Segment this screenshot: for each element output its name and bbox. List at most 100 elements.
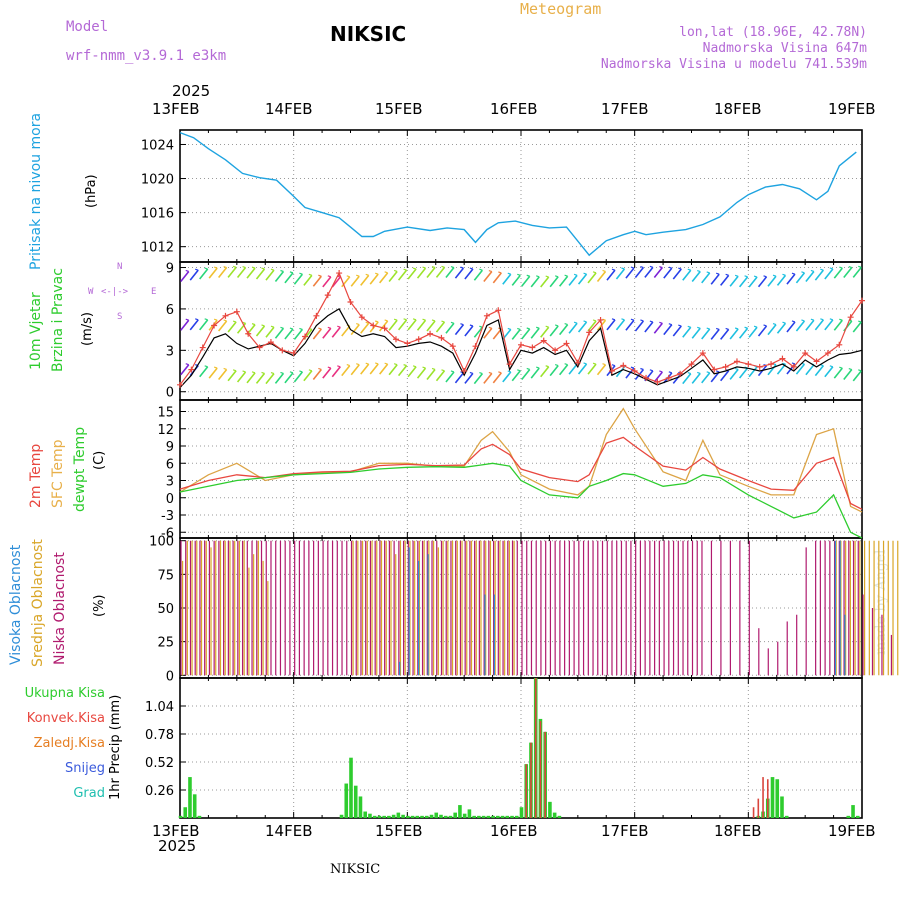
wind-barb: [511, 274, 521, 286]
wind-barb-head: [384, 362, 388, 365]
y-tick-label: 3: [166, 344, 174, 359]
precip-bar: [539, 721, 542, 818]
wind-barb-head: [280, 371, 284, 374]
wind-barb-head: [450, 321, 455, 324]
wind-barb-head: [450, 265, 455, 269]
legend-total-rain: Ukupna Kisa: [24, 686, 105, 701]
wind-gust-marker: [392, 336, 399, 343]
wind-barb-head: [488, 269, 493, 273]
wind-barb: [577, 363, 588, 375]
wind-barb: [691, 372, 701, 384]
wind-barb: [445, 371, 455, 383]
wind-barb: [757, 276, 768, 288]
wind-barb-head: [251, 323, 256, 326]
wind-barb: [559, 275, 569, 287]
wind-gust-marker: [290, 350, 297, 357]
wind-barb-head: [649, 320, 654, 323]
wind-barb: [511, 370, 521, 382]
precip-bar: [855, 815, 860, 818]
precip-bar: [353, 785, 358, 818]
wind-barb: [502, 273, 512, 285]
wind-barb: [227, 370, 237, 382]
wind-barb: [653, 371, 663, 383]
top-date-label: 16FEB: [490, 100, 538, 118]
wind-barb-head: [204, 267, 208, 270]
precip-bar: [775, 779, 780, 818]
wind-barb: [265, 373, 275, 385]
bottom-date-label: 14FEB: [265, 822, 313, 840]
wind-barb-head: [517, 327, 521, 330]
y-tick-label: 1016: [141, 207, 174, 222]
wind-barb-head: [204, 318, 208, 321]
wind-barb-head: [308, 273, 313, 276]
precip-bar: [377, 815, 382, 818]
wind-barb-head: [280, 269, 284, 273]
wind-barb-head: [611, 364, 616, 367]
wind-barb: [521, 275, 531, 287]
wind-barb-head: [431, 367, 436, 371]
wind-barb-head: [829, 267, 834, 270]
wind-barb-head: [365, 321, 369, 324]
wind-barb: [236, 267, 247, 279]
wind-gust-marker: [563, 340, 570, 347]
wind-barb-head: [270, 372, 275, 375]
compass-north: N: [117, 262, 123, 272]
wind-gust-marker: [495, 307, 502, 314]
precip-bar: [846, 815, 851, 818]
dewpt-temp-line: [179, 462, 863, 539]
wind-barb-head: [270, 268, 275, 271]
wind-barb: [767, 364, 777, 376]
wind-barb-head: [715, 370, 720, 373]
wind-barb-head: [791, 362, 796, 365]
wind-barb: [691, 271, 701, 283]
wind-barb: [587, 320, 597, 332]
wind-barb: [236, 371, 247, 383]
wind-barb: [852, 321, 862, 333]
wind-barb-head: [772, 323, 777, 326]
wind-barb: [814, 319, 824, 331]
wind-barb-head: [337, 365, 341, 368]
precip-bar: [784, 815, 789, 818]
wind-gust-marker: [279, 347, 286, 354]
wind-barb-head: [611, 268, 616, 271]
wind-gust-marker: [540, 337, 547, 344]
precip-bar: [372, 815, 377, 818]
wind-gust-marker: [643, 374, 650, 381]
wind-barb: [255, 268, 266, 280]
wind-barb-head: [839, 366, 843, 369]
wind-barb: [606, 269, 616, 281]
wind-gust-marker: [802, 350, 809, 357]
wind-barb: [577, 273, 588, 285]
wind-barb-head: [763, 275, 767, 278]
wind-barb: [407, 268, 417, 280]
wind-gust-marker: [722, 363, 729, 370]
wind-barb: [492, 272, 502, 284]
wind-barb-head: [498, 271, 502, 274]
wind-gust-marker: [233, 308, 240, 315]
wind-barb-head: [583, 320, 587, 323]
wind-barb-head: [668, 371, 673, 374]
wind-barb-head: [261, 267, 265, 270]
wind-barb: [322, 367, 332, 379]
precip-bar: [439, 814, 443, 818]
wind-gust-marker: [302, 333, 309, 340]
wind-barb: [312, 368, 322, 380]
precip-bar: [766, 779, 769, 818]
wind-barb-head: [536, 275, 540, 278]
precip-bar: [757, 798, 760, 818]
wind-gust-marker: [574, 359, 581, 366]
wind-barb: [691, 327, 701, 339]
precip-bar: [534, 678, 537, 818]
wind-barb: [757, 325, 768, 337]
wind-barb: [397, 365, 408, 377]
wind-barb-head: [195, 318, 199, 321]
wind-barb: [625, 319, 635, 331]
precip-bar: [500, 815, 505, 818]
wind-barb-head: [526, 274, 530, 277]
wind-barb-head: [810, 318, 815, 321]
wind-barb-head: [706, 371, 710, 374]
wind-barb-head: [346, 364, 350, 367]
model-elevation-text: Nadmorska Visina u modelu 741.539m: [600, 57, 867, 72]
wind-barb: [530, 367, 540, 379]
bottom-date-label: 18FEB: [714, 822, 762, 840]
